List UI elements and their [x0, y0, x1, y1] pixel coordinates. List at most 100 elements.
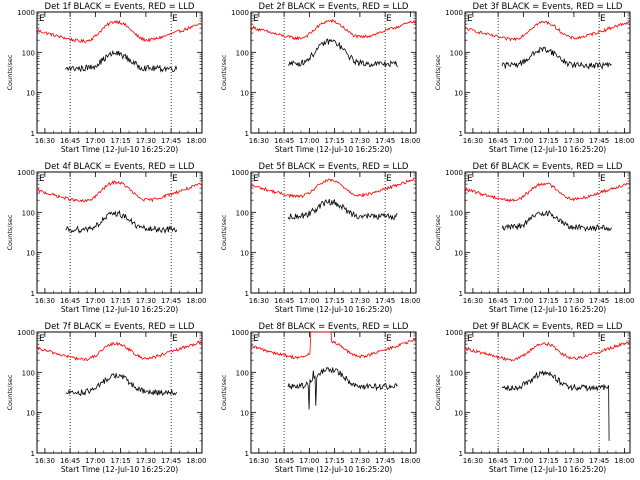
corner-marker: E — [467, 14, 473, 24]
lld-series-line — [464, 182, 631, 203]
x-tick-label: 16:45 — [274, 457, 294, 465]
plot-frame — [36, 331, 203, 454]
x-tick-label: 16:45 — [488, 137, 508, 145]
corner-marker: E — [172, 14, 178, 24]
x-tick-label: 17:00 — [85, 457, 105, 465]
plot-frame — [250, 171, 417, 294]
y-tick-label: 10 — [454, 250, 463, 258]
y-tick-label: 1 — [459, 130, 463, 138]
x-tick-label: 16:30 — [249, 457, 269, 465]
x-axis-label: Start Time (12-Jul-10 16:25:20) — [275, 145, 392, 154]
plot-frame — [36, 171, 203, 294]
events-series-line — [287, 366, 398, 410]
y-tick-label: 100 — [22, 369, 35, 377]
x-tick-label: 18:00 — [400, 457, 420, 465]
x-axis-label: Start Time (12-Jul-10 16:25:20) — [275, 465, 392, 474]
x-tick-label: 17:30 — [564, 137, 584, 145]
x-tick-label: 16:45 — [60, 297, 80, 305]
corner-marker: E — [600, 174, 606, 184]
x-tick-label: 17:15 — [539, 297, 559, 305]
x-tick-label: 17:45 — [375, 457, 395, 465]
corner-marker: E — [600, 334, 606, 344]
plot-frame — [464, 11, 631, 134]
detector-panel: Det 5f BLACK = Events, RED = LLD 1 10 100 10… — [220, 162, 420, 314]
detector-panel: Det 7f BLACK = Events, RED = LLD 1 10 100 10… — [6, 322, 206, 474]
x-tick-label: 17:45 — [161, 457, 181, 465]
events-series-line — [501, 46, 612, 70]
panels-layer: Det 1f BLACK = Events, RED = LLD 1 10 100 10… — [6, 2, 634, 474]
y-tick-label: 10 — [26, 90, 35, 98]
x-tick-label: 16:30 — [35, 297, 55, 305]
x-tick-label: 17:45 — [375, 297, 395, 305]
x-tick-label: 18:00 — [186, 457, 206, 465]
corner-marker: E — [172, 334, 178, 344]
x-tick-label: 16:45 — [488, 297, 508, 305]
x-axis-label: Start Time (12-Jul-10 16:25:20) — [61, 305, 178, 314]
x-tick-label: 17:00 — [85, 137, 105, 145]
y-axis-label: Counts/sec — [434, 374, 442, 410]
lld-series-line — [250, 331, 417, 360]
y-tick-label: 1000 — [17, 329, 35, 337]
y-tick-label: 1 — [31, 290, 35, 298]
x-tick-label: 17:30 — [136, 457, 156, 465]
y-tick-label: 1000 — [17, 169, 35, 177]
y-axis-label: Counts/sec — [6, 374, 14, 410]
panel-title: Det 2f BLACK = Events, RED = LLD — [259, 2, 409, 12]
x-axis-label: Start Time (12-Jul-10 16:25:20) — [61, 145, 178, 154]
events-series-line — [65, 49, 178, 73]
x-tick-label: 16:45 — [274, 297, 294, 305]
x-tick-label: 18:00 — [614, 137, 634, 145]
y-tick-label: 1 — [459, 450, 463, 458]
detector-panel: Det 3f BLACK = Events, RED = LLD 1 10 100 10… — [434, 2, 634, 154]
corner-marker: E — [253, 174, 259, 184]
x-tick-label: 17:45 — [161, 297, 181, 305]
x-tick-label: 17:15 — [111, 137, 131, 145]
corner-marker: E — [253, 14, 259, 24]
y-tick-label: 1 — [245, 130, 249, 138]
y-tick-label: 1000 — [231, 329, 249, 337]
y-tick-label: 10 — [454, 90, 463, 98]
detector-panel: Det 1f BLACK = Events, RED = LLD 1 10 100 10… — [6, 2, 206, 154]
x-tick-label: 17:00 — [85, 297, 105, 305]
x-tick-label: 17:45 — [589, 297, 609, 305]
x-tick-label: 16:30 — [463, 137, 483, 145]
x-tick-label: 16:30 — [35, 137, 55, 145]
x-tick-label: 17:45 — [375, 137, 395, 145]
corner-marker: E — [253, 334, 259, 344]
x-tick-label: 17:45 — [589, 137, 609, 145]
x-tick-label: 17:30 — [136, 297, 156, 305]
panel-title: Det 3f BLACK = Events, RED = LLD — [473, 2, 623, 12]
y-tick-label: 10 — [240, 250, 249, 258]
y-tick-label: 100 — [450, 209, 463, 217]
x-tick-label: 17:30 — [350, 297, 370, 305]
detector-panel: Det 4f BLACK = Events, RED = LLD 1 10 100 10… — [6, 162, 206, 314]
y-tick-label: 100 — [450, 49, 463, 57]
corner-marker: E — [172, 174, 178, 184]
lld-series-line — [250, 19, 417, 41]
corner-marker: E — [386, 334, 392, 344]
corner-marker: E — [386, 174, 392, 184]
x-tick-label: 17:30 — [564, 297, 584, 305]
x-tick-label: 18:00 — [186, 297, 206, 305]
plot-frame — [464, 171, 631, 294]
events-series-line — [65, 209, 178, 235]
y-axis-label: Counts/sec — [220, 374, 228, 410]
y-tick-label: 1 — [31, 450, 35, 458]
x-tick-label: 17:00 — [299, 297, 319, 305]
x-tick-label: 17:15 — [111, 457, 131, 465]
corner-marker: E — [386, 14, 392, 24]
x-tick-label: 16:30 — [35, 457, 55, 465]
x-tick-label: 17:15 — [325, 297, 345, 305]
y-tick-label: 10 — [26, 410, 35, 418]
lld-series-line — [36, 180, 203, 203]
corner-marker: E — [39, 334, 45, 344]
events-series-line — [287, 198, 398, 221]
detector-panel: Det 8f BLACK = Events, RED = LLD 1 10 100 10… — [220, 322, 420, 474]
plot-frame — [250, 331, 417, 454]
x-tick-label: 16:45 — [274, 137, 294, 145]
y-tick-label: 1 — [245, 450, 249, 458]
plot-frame — [464, 331, 631, 454]
y-tick-label: 100 — [450, 369, 463, 377]
y-axis-label: Counts/sec — [6, 214, 14, 250]
